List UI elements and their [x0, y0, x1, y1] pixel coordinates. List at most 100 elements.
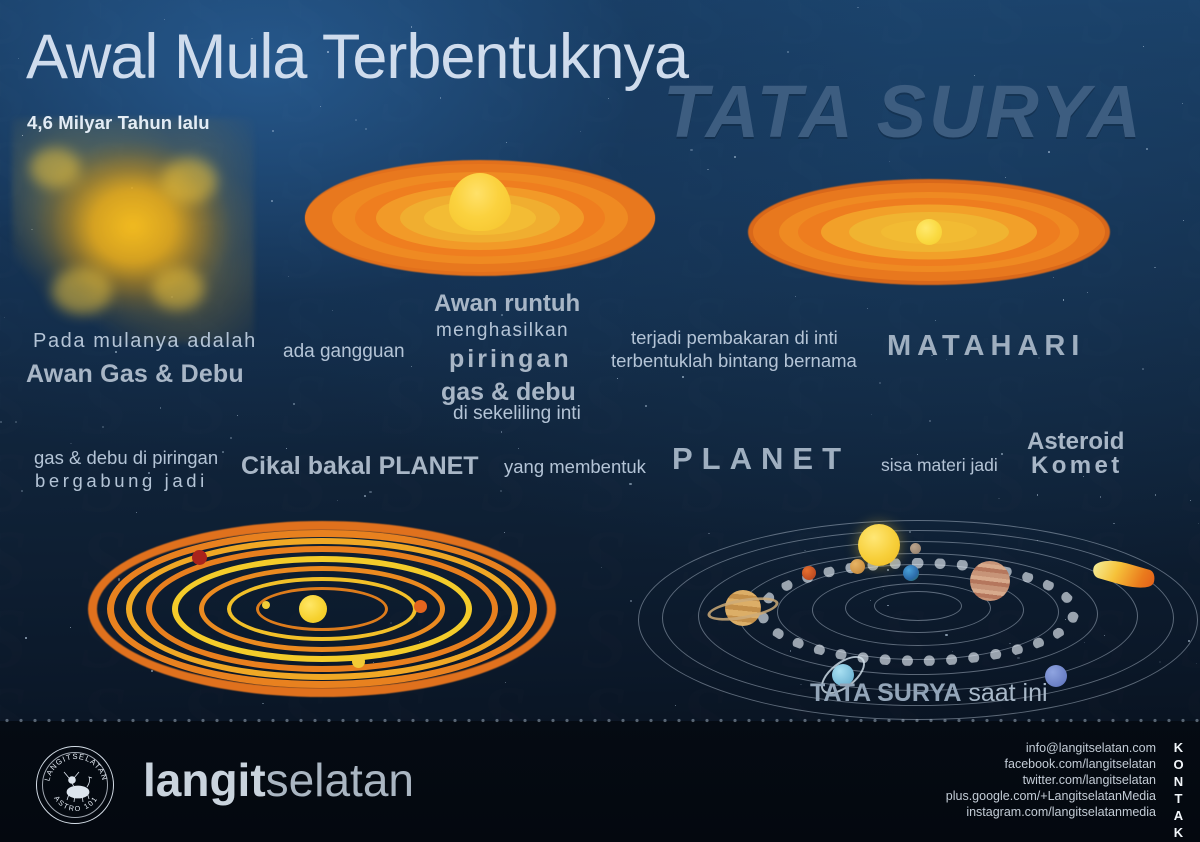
kontak-letter: K — [1173, 740, 1185, 755]
star — [501, 314, 503, 316]
solar-system-label-bold: TATA SURYA — [810, 679, 962, 707]
star — [135, 511, 137, 513]
caption-ignition-line1: terjadi pembakaran di inti — [631, 327, 838, 348]
planet-venus — [850, 559, 865, 574]
contact-item[interactable]: plus.google.com/+LangitselatanMedia — [945, 789, 1156, 803]
star — [222, 451, 224, 453]
star — [708, 532, 710, 535]
star — [644, 404, 647, 408]
forming-planet-yellow — [352, 655, 365, 668]
star — [707, 168, 709, 171]
star — [150, 669, 153, 672]
watermark-s-glyph: S — [980, 0, 1028, 49]
star — [870, 414, 872, 416]
centaur-emblem — [63, 771, 93, 803]
kontak-letter: A — [1173, 808, 1185, 823]
kontak-letter: O — [1173, 757, 1185, 772]
star — [917, 453, 919, 455]
forming-planet-red — [192, 550, 207, 565]
star — [866, 308, 869, 310]
watermark-s-glyph: S — [580, 526, 628, 595]
star — [1062, 299, 1065, 301]
planet-saturn — [725, 590, 761, 626]
watermark-s-glyph: S — [780, 0, 828, 49]
star — [580, 131, 581, 133]
star — [327, 51, 330, 53]
star — [1190, 500, 1192, 502]
star — [101, 425, 104, 428]
star — [294, 469, 296, 471]
protoplanetary-disk-illustration — [88, 518, 556, 700]
star — [1155, 494, 1157, 496]
star — [292, 402, 295, 405]
star — [1083, 475, 1085, 477]
contact-item[interactable]: info@langitselatan.com — [1025, 741, 1156, 755]
star — [1052, 276, 1054, 278]
watermark-s-glyph: S — [280, 370, 328, 439]
star — [369, 491, 372, 494]
star — [354, 119, 357, 121]
star — [682, 376, 685, 379]
page-title: Awal Mula Terbentuknya — [26, 22, 689, 92]
star — [1070, 463, 1072, 466]
star — [115, 351, 117, 354]
watermark-s-glyph: S — [980, 370, 1028, 439]
caption-collapse-line2: menghasilkan — [436, 320, 569, 341]
footer-divider — [0, 718, 1200, 723]
watermark-s-glyph: S — [1080, 292, 1128, 361]
star — [163, 18, 166, 21]
planet-uranus — [832, 664, 854, 686]
star — [802, 333, 804, 335]
star — [505, 142, 507, 144]
star — [272, 129, 275, 132]
star — [1181, 102, 1183, 104]
star — [931, 355, 933, 357]
star — [1145, 147, 1149, 151]
star — [70, 442, 72, 444]
caption-asteroid: Asteroid — [1027, 428, 1125, 455]
caption-collapse-line5: di sekeliling inti — [453, 403, 581, 424]
watermark-s-glyph: S — [0, 448, 28, 517]
caption-merge-line2: bergabung jadi — [35, 470, 208, 491]
watermark-s-glyph: S — [1180, 370, 1200, 439]
star — [1000, 452, 1003, 455]
caption-comet: Komet — [1031, 452, 1123, 479]
watermark-s-glyph: S — [0, 58, 28, 127]
kontak-letter: T — [1174, 791, 1184, 806]
star — [734, 156, 737, 159]
star — [229, 437, 232, 440]
star — [517, 448, 519, 449]
star — [974, 75, 975, 76]
star — [857, 6, 859, 9]
star — [266, 458, 269, 462]
star — [251, 37, 253, 39]
star — [1154, 266, 1156, 269]
brand-wordmark: langitselatan — [143, 757, 414, 803]
contact-item[interactable]: facebook.com/langitselatan — [1004, 757, 1156, 771]
watermark-s-glyph: S — [680, 370, 728, 439]
star — [998, 497, 1000, 500]
star — [410, 366, 412, 368]
star — [410, 26, 412, 28]
seal-top-text: LANGITSELATAN — [42, 752, 108, 782]
forming-planet-orange — [414, 600, 427, 613]
star — [439, 97, 441, 99]
watermark-s-glyph: S — [580, 604, 628, 673]
watermark-s-glyph: S — [1180, 58, 1200, 127]
kontak-letter: K — [1173, 825, 1185, 840]
planet-earth — [903, 565, 919, 581]
star — [71, 63, 73, 64]
star — [336, 500, 338, 502]
era-subtitle: 4,6 Milyar Tahun lalu — [27, 112, 210, 133]
star — [363, 495, 366, 498]
planet-mars — [802, 566, 816, 580]
kontak-letter: N — [1173, 774, 1185, 789]
star — [879, 382, 882, 385]
planet-jupiter — [970, 561, 1010, 601]
watermark-s-glyph: S — [0, 370, 28, 439]
contact-item[interactable]: twitter.com/langitselatan — [1022, 773, 1156, 787]
contact-item[interactable]: instagram.com/langitselatanmedia — [966, 805, 1156, 819]
star — [787, 50, 790, 53]
star — [15, 421, 17, 423]
